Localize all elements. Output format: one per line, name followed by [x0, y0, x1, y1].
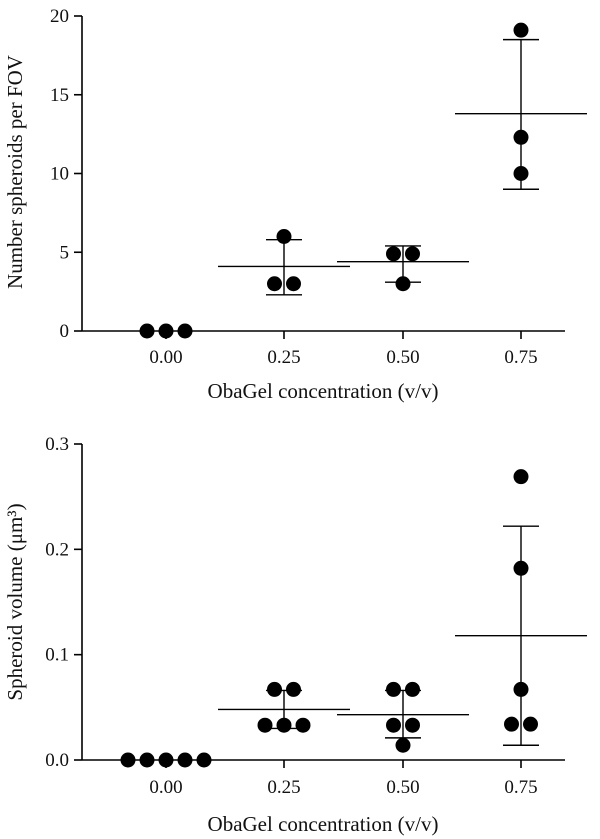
x-axis-label: ObaGel concentration (v/v)	[208, 379, 439, 403]
x-tick-label: 0.25	[267, 347, 300, 368]
x-tick-label: 0.50	[386, 777, 419, 798]
y-tick-label: 0.1	[45, 645, 69, 666]
data-point	[276, 717, 292, 733]
data-point	[386, 246, 401, 262]
y-tick-label: 20	[50, 6, 69, 27]
spheroid-volume-chart: 0.0 0.1 0.2 0.3 0.00 0.25 0.50 0.75 ObaGel con…	[3, 434, 587, 836]
data-point	[504, 716, 519, 732]
data-point	[286, 681, 301, 697]
data-point	[386, 681, 401, 697]
data-point	[513, 469, 529, 485]
spheroid-count-chart: 0 5 10 15 20 0.00 0.25 0.50 0.75 ObaGel concent…	[3, 6, 587, 403]
data-point	[158, 323, 174, 339]
data-point	[523, 716, 538, 732]
data-point	[513, 560, 529, 576]
data-point	[267, 681, 282, 697]
data-point	[295, 717, 311, 733]
data-point	[286, 276, 301, 292]
data-point	[405, 246, 420, 262]
y-tick-label: 0.0	[45, 750, 69, 771]
x-tick-label: 0.00	[149, 777, 182, 798]
x-axis-label: ObaGel concentration (v/v)	[208, 812, 439, 836]
data-point	[177, 323, 193, 339]
data-point	[196, 752, 212, 768]
y-tick-label: 0.2	[45, 539, 69, 560]
data-point	[405, 717, 420, 733]
y-tick-label: 15	[50, 85, 69, 106]
x-tick-label: 0.00	[149, 347, 182, 368]
data-point	[395, 276, 411, 292]
y-axis-label: Spheroid volume (μm³)	[3, 503, 27, 700]
data-point	[386, 717, 401, 733]
data-point	[120, 752, 136, 768]
data-point	[267, 276, 282, 292]
y-tick-label: 10	[50, 164, 69, 185]
data-point	[177, 752, 193, 768]
data-point	[395, 737, 411, 753]
x-tick-label: 0.75	[504, 777, 537, 798]
data-point	[257, 717, 273, 733]
data-point	[513, 22, 529, 38]
data-point	[405, 681, 420, 697]
data-point	[158, 752, 174, 768]
y-axis-label: Number spheroids per FOV	[3, 55, 27, 289]
data-point	[513, 681, 529, 697]
y-tick-label: 0.3	[45, 434, 69, 455]
y-tick-label: 0	[60, 321, 70, 342]
data-point	[276, 229, 292, 244]
y-tick-label: 5	[60, 242, 70, 263]
data-point	[513, 166, 529, 181]
data-point	[513, 129, 529, 145]
x-tick-label: 0.25	[267, 777, 300, 798]
data-point	[139, 323, 155, 339]
x-tick-label: 0.75	[504, 347, 537, 368]
x-tick-label: 0.50	[386, 347, 419, 368]
data-point	[139, 752, 155, 768]
